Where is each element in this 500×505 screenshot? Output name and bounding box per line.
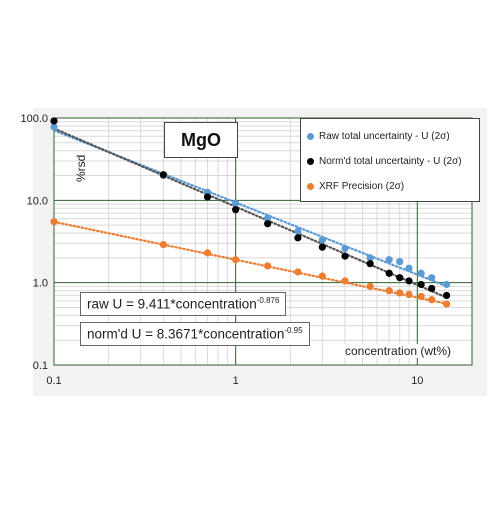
data-point-series-0 [318, 236, 326, 244]
legend-label-raw: Raw total uncertainty - U (2σ) [319, 131, 450, 142]
raw-equation-exponent: -0.876 [256, 296, 280, 305]
data-point-series-1 [405, 277, 413, 285]
x-tick-label: 1 [233, 375, 239, 387]
data-point-series-2 [294, 268, 302, 276]
legend-marker-xrf [307, 183, 314, 190]
data-point-series-0 [232, 199, 240, 207]
data-point-series-0 [385, 256, 393, 264]
normd-equation-exponent: -0.95 [284, 326, 303, 335]
y-tick-label: 1.0 [33, 278, 48, 290]
trendlines [52, 127, 448, 305]
data-point-series-2 [50, 218, 58, 226]
chart-title: MgO [164, 122, 238, 158]
data-point-series-0 [366, 254, 374, 262]
data-point-series-1 [294, 234, 302, 242]
data-point-series-0 [294, 227, 302, 235]
data-point-series-1 [159, 171, 167, 179]
normd-equation-text: norm'd U = 8.3671*concentration [87, 326, 285, 342]
data-point-series-2 [405, 290, 413, 299]
legend-label-xrf: XRF Precision (2σ) [319, 181, 405, 192]
raw-equation-annotation: raw U = 9.411*concentration-0.876 [80, 292, 287, 316]
data-point-series-1 [417, 280, 425, 289]
y-tick-label: 0.1 [33, 360, 48, 372]
data-point-series-2 [318, 272, 326, 280]
data-point-series-1 [50, 117, 58, 125]
data-point-series-0 [396, 258, 404, 266]
data-point-series-0 [341, 244, 349, 253]
data-point-series-1 [428, 284, 436, 293]
normd-equation-annotation: norm'd U = 8.3671*concentration-0.95 [80, 322, 310, 346]
data-point-series-2 [159, 240, 167, 249]
x-tick-label: 0.1 [46, 375, 61, 387]
data-point-series-1 [264, 220, 272, 228]
y-axis-label: %rsd [74, 154, 88, 182]
plot-border [53, 117, 473, 366]
legend-item-raw: Raw total uncertainty - U (2σ) [307, 124, 473, 149]
data-point-series-1 [396, 274, 404, 282]
tick-labels: 0.1 1 10 100.0 10.0 1.0 0.1 [20, 113, 423, 387]
trendline-2 [52, 220, 448, 305]
data-point-series-1 [232, 206, 240, 214]
data-point-series-1 [341, 252, 349, 260]
data-point-series-1 [318, 243, 326, 251]
data-point-series-2 [341, 277, 349, 285]
data-point-series-0 [405, 264, 413, 272]
data-point-series-0 [264, 214, 272, 222]
data-point-series-0 [428, 274, 436, 282]
data-point-series-2 [428, 296, 436, 304]
legend-item-xrf: XRF Precision (2σ) [307, 174, 473, 199]
data-point-series-2 [385, 287, 393, 295]
x-tick-label: 10 [411, 375, 423, 387]
legend-marker-normd [307, 158, 314, 165]
y-tick-label: 100.0 [20, 113, 48, 125]
data-point-series-1 [385, 269, 393, 277]
data-points [50, 117, 451, 308]
data-point-series-0 [443, 280, 451, 289]
legend: Raw total uncertainty - U (2σ) Norm'd to… [300, 118, 480, 202]
trendline-1 [52, 127, 448, 299]
y-tick-label: 10.0 [27, 195, 48, 207]
data-point-series-2 [232, 256, 240, 264]
legend-item-normd: Norm'd total uncertainty - U (2σ) [307, 149, 473, 174]
data-point-series-1 [443, 291, 451, 300]
data-point-series-2 [366, 282, 374, 291]
data-point-series-2 [443, 300, 451, 308]
raw-equation-text: raw U = 9.411*concentration [87, 296, 257, 312]
data-point-series-0 [417, 269, 425, 277]
legend-label-normd: Norm'd total uncertainty - U (2σ) [319, 156, 462, 167]
data-point-series-2 [417, 292, 425, 301]
data-point-series-0 [50, 123, 58, 131]
data-point-series-2 [203, 249, 212, 257]
data-point-series-2 [264, 262, 272, 270]
x-axis-label: concentration (wt%) [343, 344, 454, 358]
data-point-series-1 [203, 193, 212, 201]
legend-marker-raw [307, 133, 314, 140]
data-point-series-2 [396, 289, 404, 297]
data-point-series-1 [366, 260, 374, 268]
